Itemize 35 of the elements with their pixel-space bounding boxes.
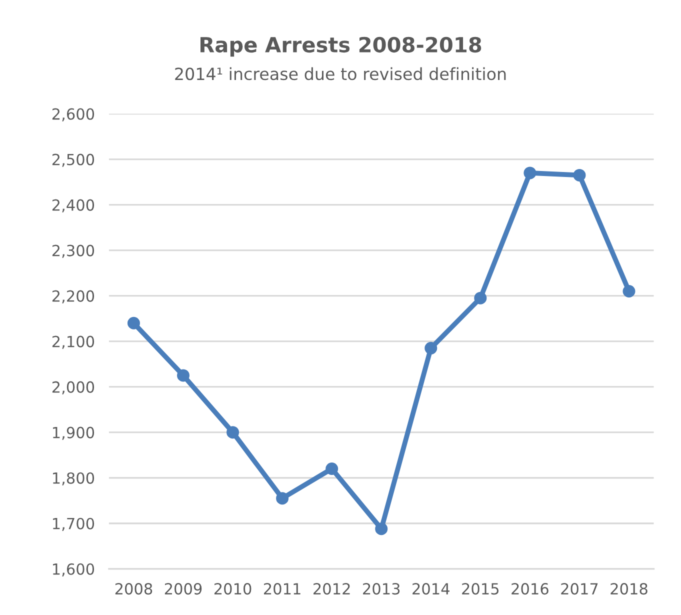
y-tick-label: 1,800 [53,472,94,486]
chart-title: Rape Arrests 2008-2018 [200,36,482,57]
x-tick-label: 2012 [314,583,350,595]
x-tick-label: 2013 [363,583,400,595]
x-tick-label: 2016 [512,583,548,595]
y-tick-label: 1,900 [53,426,94,440]
point [524,166,536,180]
point [375,522,388,536]
x-tick-label: 2014 [412,583,450,595]
y-tick-label: 2,300 [52,244,94,258]
point [127,316,140,330]
chart-subtitle: 2014¹ increase due to revised definition [175,67,506,80]
y-tick-label: 1,700 [53,518,94,531]
x-tick-label: 2015 [462,583,499,595]
x-tick-label: 2017 [561,583,598,595]
point [424,342,438,354]
x-tick-label: 2018 [610,583,648,595]
point [177,369,190,382]
point [226,426,240,439]
y-tick-label: 2,100 [52,336,94,349]
y-tick-label: 2,200 [52,290,94,304]
x-tick-label: 2010 [214,583,252,595]
point [326,462,338,476]
y-tick-label: 2,400 [52,199,94,212]
x-tick-label: 2011 [264,583,300,595]
y-tick-label: 1,600 [53,563,94,576]
point [573,168,586,182]
y-tick-label: 2,600 [52,108,94,122]
point [622,285,636,298]
point [276,492,289,505]
x-tick-label: 2009 [164,583,202,595]
y-tick-label: 2,000 [52,381,94,394]
x-tick-label: 2008 [115,583,152,595]
point [474,292,487,304]
y-tick-label: 2,500 [52,154,94,167]
